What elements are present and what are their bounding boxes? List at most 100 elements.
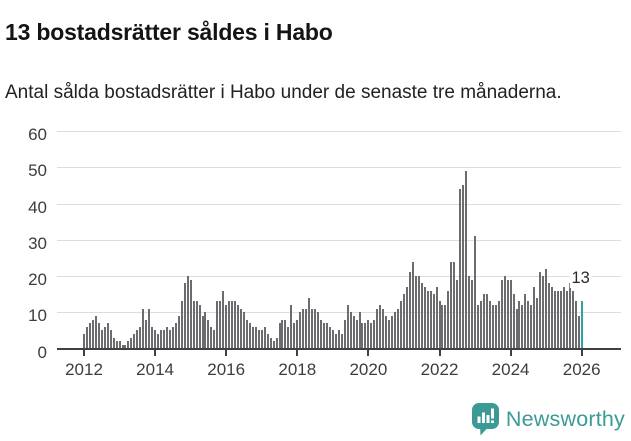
- bar: [423, 286, 426, 349]
- bar: [394, 312, 397, 349]
- x-axis-tick-label: 2020: [349, 359, 388, 379]
- bar: [494, 305, 497, 349]
- bar: [311, 308, 314, 349]
- bar: [512, 294, 515, 349]
- bar: [201, 315, 204, 349]
- bar: [263, 326, 266, 349]
- x-axis-tick-label: 2026: [562, 359, 601, 379]
- gridline: [57, 239, 621, 241]
- bar: [130, 337, 133, 349]
- bar: [447, 290, 450, 349]
- bar: [216, 301, 219, 349]
- bar: [477, 305, 479, 349]
- bar: [127, 341, 130, 349]
- bar: [225, 305, 228, 349]
- bar: [328, 326, 331, 349]
- gridline: [57, 167, 621, 169]
- bar: [195, 301, 198, 349]
- x-axis-tick: [83, 349, 85, 356]
- bar: [465, 170, 468, 349]
- x-axis-line: [57, 347, 621, 350]
- bar: [254, 326, 257, 349]
- bar: [500, 279, 503, 349]
- bar: [133, 334, 136, 349]
- bar: [482, 294, 485, 349]
- newsworthy-logo[interactable]: Newsworthy: [471, 401, 625, 437]
- x-axis-tick-label: 2018: [278, 359, 317, 379]
- y-axis-tick-label: 20: [28, 270, 47, 289]
- bar: [346, 305, 349, 349]
- bar: [112, 337, 115, 349]
- bar: [88, 323, 91, 349]
- bar: [530, 305, 533, 349]
- highlighted-bar: [580, 301, 583, 349]
- bar: [180, 301, 183, 349]
- latest-value-label: 13: [569, 268, 592, 289]
- x-axis-tick: [296, 349, 299, 356]
- chart-subtitle: Antal sålda bostadsrätter i Habo under d…: [5, 82, 562, 103]
- bar: [136, 330, 139, 349]
- bar: [456, 279, 459, 349]
- bar: [124, 344, 127, 349]
- bar: [269, 337, 272, 349]
- bar: [118, 341, 121, 349]
- bar: [574, 301, 577, 349]
- bar: [183, 283, 186, 349]
- bar: [497, 301, 500, 349]
- bar: [414, 276, 417, 349]
- bar: [290, 305, 293, 349]
- bar: [293, 323, 296, 349]
- bar: [266, 334, 269, 349]
- y-axis-tick-label: 60: [28, 125, 47, 144]
- bar: [509, 279, 512, 349]
- bar: [231, 301, 234, 349]
- bar: [192, 301, 195, 349]
- bar: [251, 326, 254, 349]
- bar: [388, 319, 391, 349]
- bar: [438, 301, 441, 349]
- bar: [157, 334, 160, 349]
- bar: [284, 319, 287, 349]
- bar: [485, 294, 488, 349]
- x-axis-tick-label: 2022: [420, 359, 459, 379]
- bar-chart-speech-bubble-icon: [471, 402, 499, 436]
- bar: [242, 312, 245, 349]
- bar: [115, 341, 118, 349]
- bar: [296, 319, 299, 349]
- bar: [305, 308, 308, 349]
- y-axis-tick-label: 10: [28, 306, 47, 326]
- bar: [562, 286, 565, 349]
- y-axis-tick-label: 30: [28, 233, 47, 253]
- bar: [373, 319, 376, 349]
- bar: [83, 334, 85, 349]
- x-axis-tick: [438, 349, 441, 356]
- y-axis-tick-label: 50: [28, 161, 47, 181]
- bar: [299, 312, 302, 349]
- bar: [405, 286, 408, 349]
- bar: [174, 323, 177, 349]
- bar: [171, 326, 174, 349]
- bar: [222, 290, 225, 349]
- bar: [219, 301, 222, 349]
- bar: [568, 283, 571, 349]
- bar: [559, 290, 562, 349]
- bar: [151, 326, 154, 349]
- gridline: [57, 131, 621, 132]
- bar: [453, 261, 456, 349]
- bar: [213, 330, 216, 349]
- bar: [106, 323, 109, 349]
- bar: [361, 323, 364, 349]
- bar: [429, 290, 432, 349]
- bar: [548, 283, 551, 349]
- bar: [417, 276, 420, 349]
- bar: [317, 312, 320, 349]
- bar: [320, 319, 322, 349]
- bar: [432, 294, 435, 349]
- bar: [571, 290, 574, 349]
- bar: [281, 319, 284, 349]
- bar: [308, 297, 311, 349]
- bar: [577, 315, 580, 349]
- bar: [524, 294, 527, 349]
- bar: [94, 315, 97, 349]
- bar: [488, 301, 491, 349]
